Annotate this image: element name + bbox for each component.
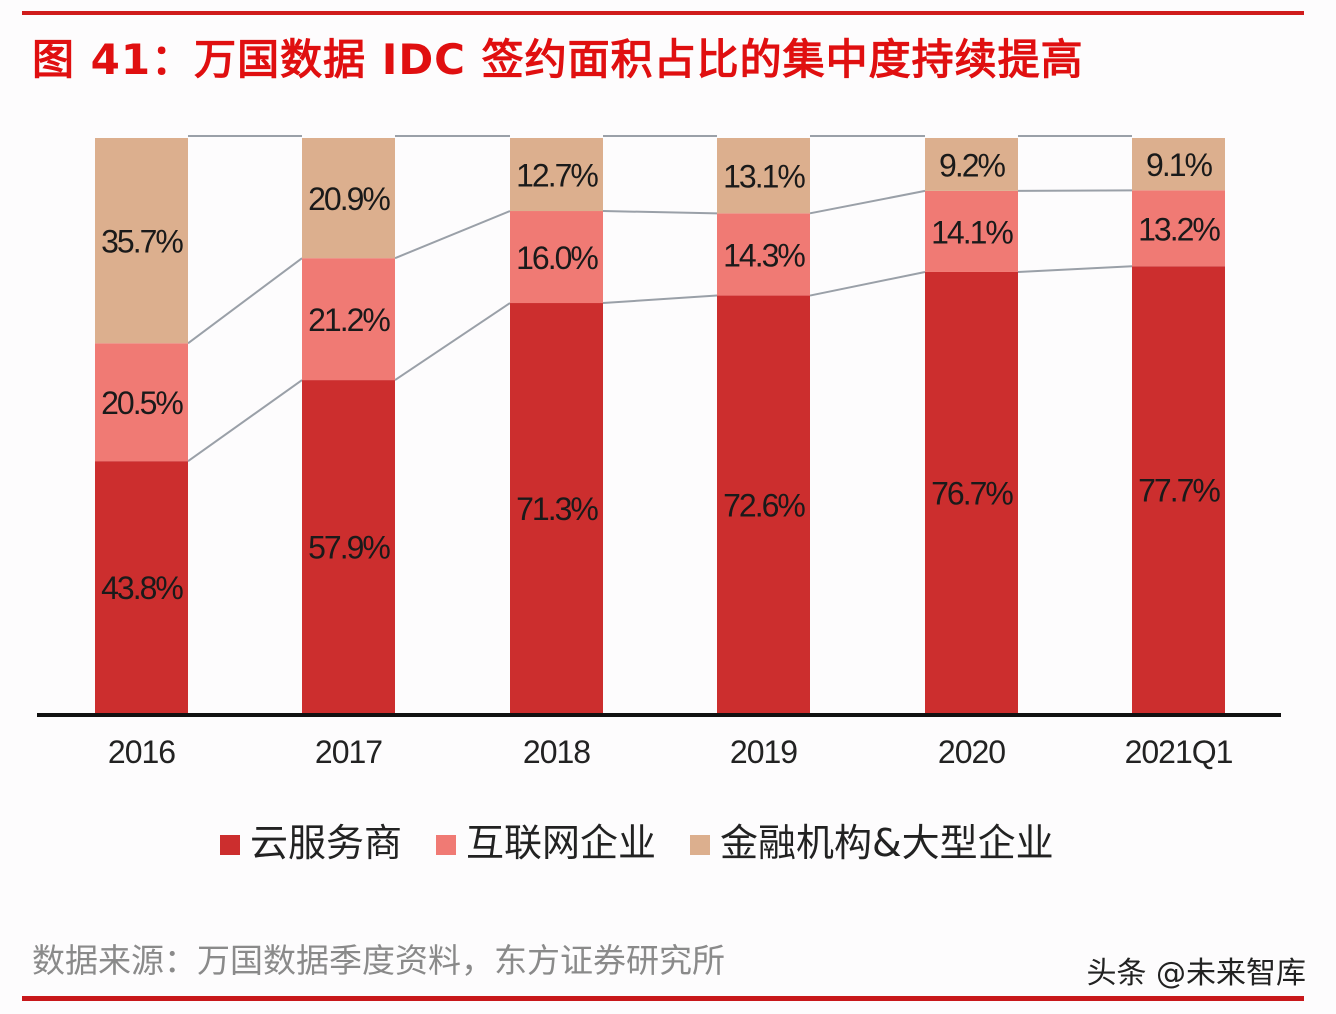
stacked-bar-chart: 43.8% 20.5% 35.7% 57.9% 21.2% 20.9% 71.3% 16.0%… — [37, 135, 1281, 770]
x-axis-tick-label: 2017 — [315, 734, 382, 770]
bar-segment — [717, 213, 810, 296]
bar-segment — [302, 380, 395, 713]
chart-title: 图 41：万国数据 IDC 签约面积占比的集中度持续提高 — [32, 35, 1084, 84]
bar-value-label: 13.2% — [1138, 211, 1220, 247]
series-connector-lines — [187, 135, 1133, 462]
series-connector-line — [1017, 265, 1133, 273]
bar-value-label: 35.7% — [101, 224, 183, 260]
bar-segment — [717, 138, 810, 214]
bar-segment — [302, 138, 395, 259]
x-axis-tick-label: 2018 — [523, 734, 590, 770]
bar-value-label: 43.8% — [101, 570, 183, 606]
bar-value-label: 72.6% — [723, 487, 805, 523]
bar-segment — [1132, 190, 1225, 267]
bar-value-label: 9.1% — [1146, 147, 1212, 183]
series-connector-line — [394, 210, 511, 260]
x-axis-tick-label: 2016 — [108, 734, 175, 770]
legend-item-finance: 金融机构&大型企业 — [690, 812, 1054, 867]
series-connector-line — [394, 302, 511, 381]
bar-value-label: 20.5% — [101, 385, 183, 421]
x-axis-tick-label: 2020 — [938, 734, 1005, 770]
watermark: 头条 @未来智库 — [1086, 956, 1306, 991]
legend-label-cloud: 云服务商 — [250, 821, 403, 865]
bar-segment — [1132, 266, 1225, 713]
x-axis-tick-label: 2021Q1 — [1125, 734, 1233, 770]
bar-value-label: 13.1% — [723, 159, 805, 195]
series-connector-line — [602, 294, 718, 305]
data-source-note: 数据来源：万国数据季度资料，东方证券研究所 — [32, 941, 725, 980]
legend-item-cloud: 云服务商 — [220, 812, 402, 867]
bar-segment — [1132, 138, 1225, 191]
bars: 43.8% 20.5% 35.7% 57.9% 21.2% 20.9% 71.3% 16.0%… — [95, 138, 1225, 713]
bar-value-label: 9.2% — [939, 147, 1005, 183]
legend-item-internet: 互联网企业 — [436, 812, 656, 867]
legend-swatch-internet — [436, 834, 457, 855]
series-connector-line — [187, 379, 303, 462]
bar-segment — [95, 343, 188, 462]
x-axis-labels: 2016 2017 2018 2019 2020 2021Q1 — [108, 734, 1234, 770]
top-rule — [22, 11, 1304, 15]
bar-segment — [510, 138, 603, 212]
bar-value-label: 14.1% — [931, 214, 1013, 250]
bar-value-label: 14.3% — [723, 237, 805, 273]
bar-segment — [510, 303, 603, 713]
bar-segment — [925, 190, 1018, 272]
series-connector-line — [602, 210, 718, 215]
bar-segment — [510, 211, 603, 304]
legend-label-finance: 金融机构&大型企业 — [720, 821, 1054, 865]
bar-value-label: 57.9% — [308, 530, 390, 566]
series-connector-line — [809, 189, 926, 215]
legend-swatch-finance — [690, 834, 711, 855]
bar-segment — [95, 138, 188, 344]
bar-segment — [925, 271, 1018, 713]
series-connector-line — [1017, 189, 1133, 192]
legend: 云服务商 互联网企业 金融机构&大型企业 — [220, 812, 1088, 867]
legend-swatch-cloud — [220, 834, 240, 855]
bar-value-label: 76.7% — [931, 475, 1013, 511]
series-connector-line — [809, 270, 926, 297]
bar-value-label: 12.7% — [516, 158, 598, 194]
bar-value-label: 77.7% — [1138, 473, 1220, 509]
legend-label-internet: 互联网企业 — [466, 821, 657, 865]
x-axis-tick-label: 2019 — [730, 734, 797, 770]
bar-value-label: 16.0% — [516, 240, 598, 276]
bar-segment — [717, 295, 810, 713]
bar-value-label: 71.3% — [516, 491, 598, 527]
bar-segment — [302, 258, 395, 381]
bar-value-label: 20.9% — [308, 181, 390, 217]
bar-segment — [95, 461, 188, 713]
bar-value-label: 21.2% — [308, 302, 390, 338]
series-connector-line — [187, 257, 303, 345]
bottom-rule — [22, 996, 1304, 1001]
bar-segment — [925, 138, 1018, 191]
